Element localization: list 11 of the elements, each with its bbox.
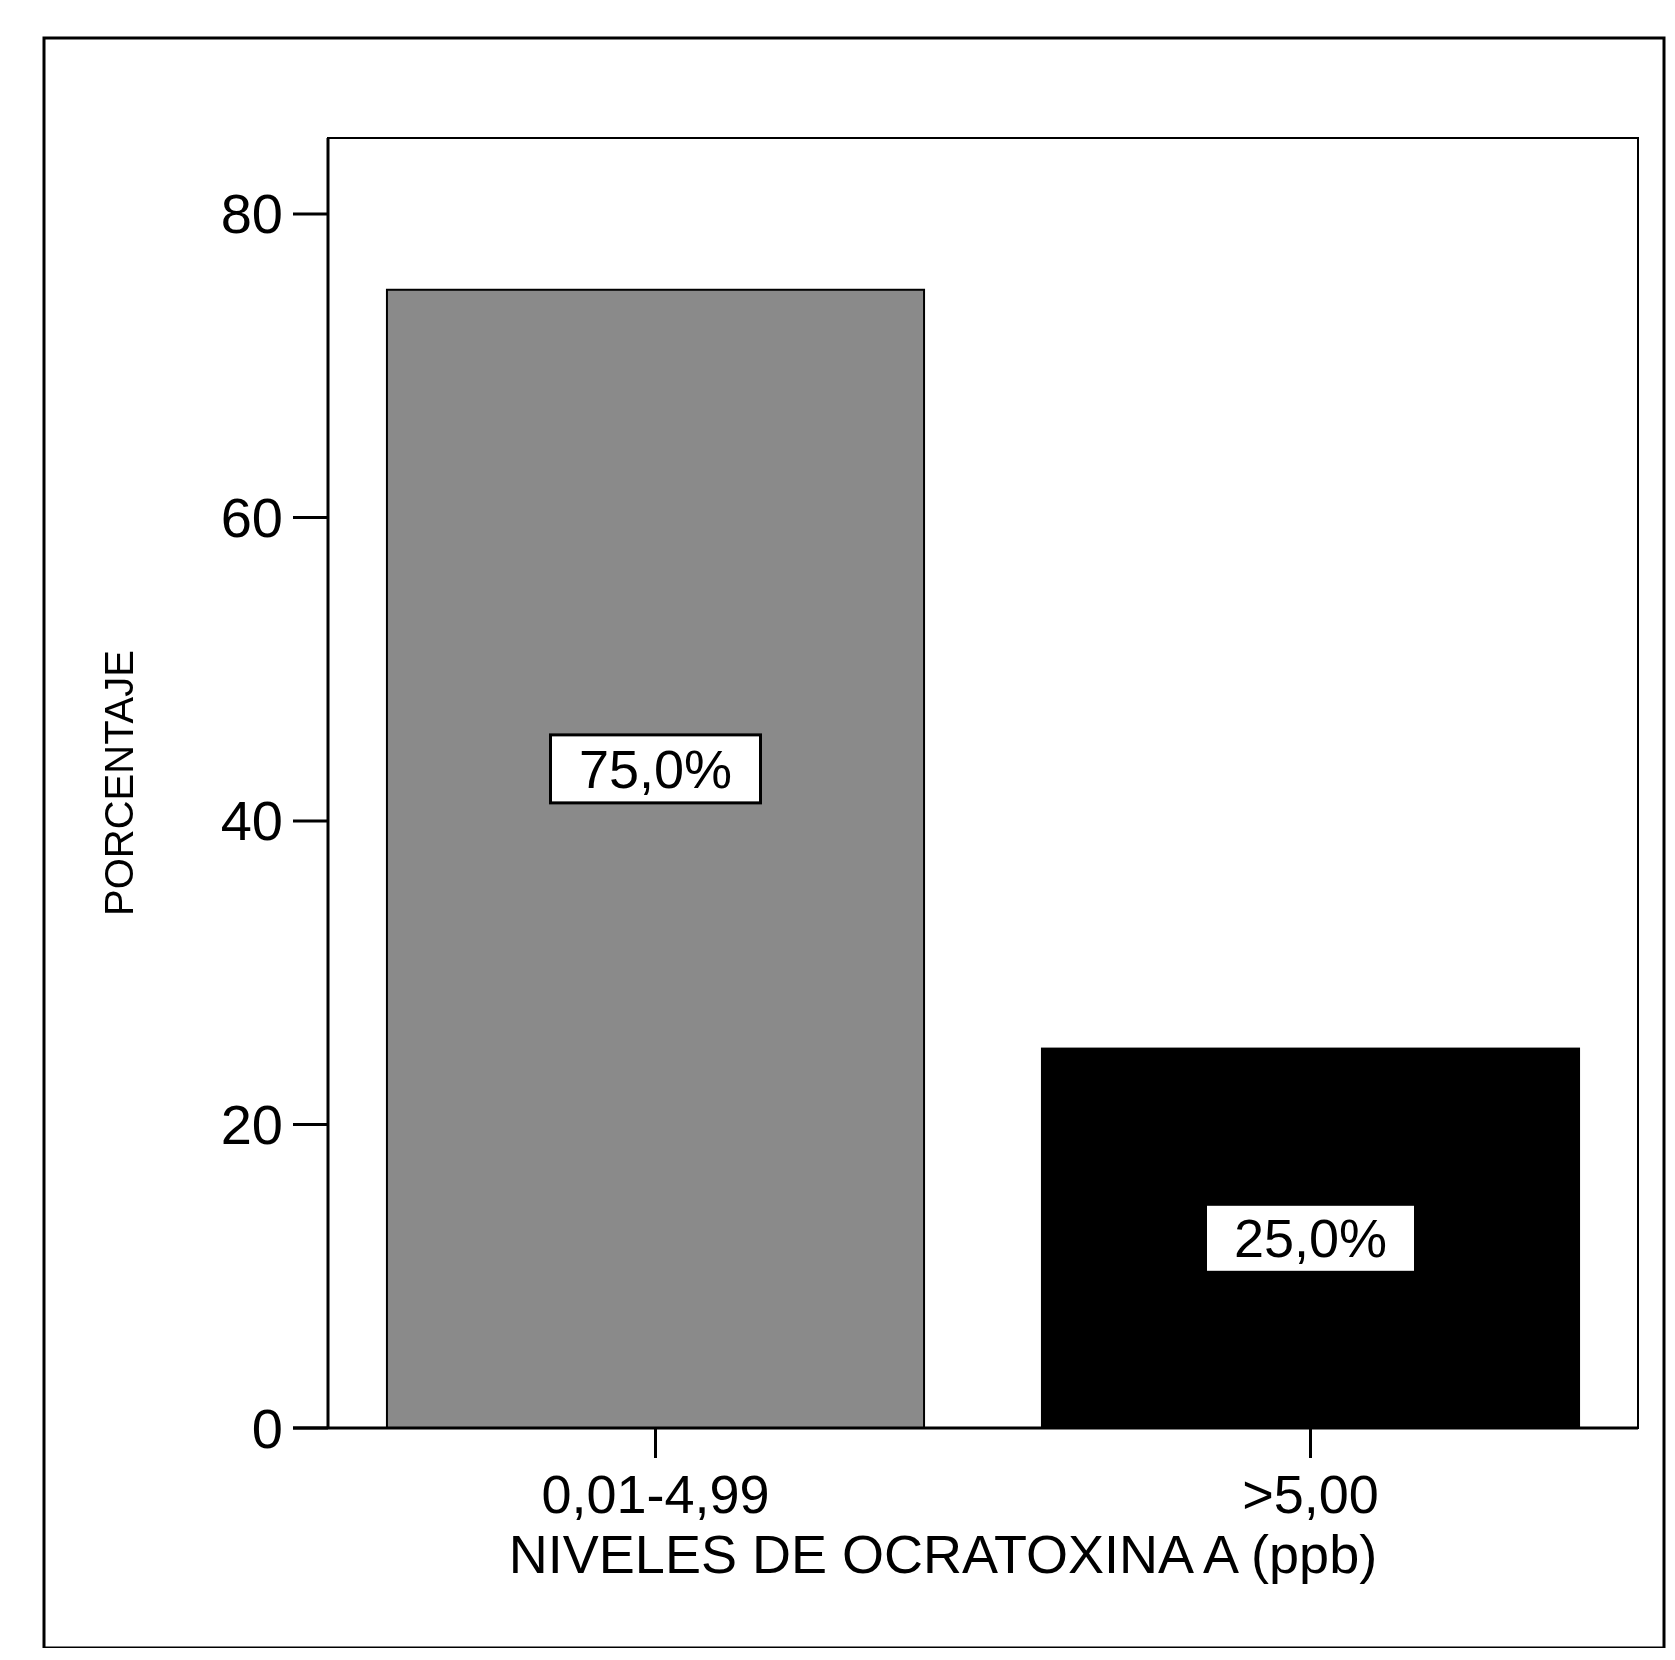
x-tick-label: >5,00 (1242, 1464, 1379, 1524)
y-tick-label: 40 (220, 789, 283, 853)
x-axis-title: NIVELES DE OCRATOXINA A (ppb) (508, 1524, 1378, 1584)
data-label: 25,0% (1233, 1208, 1388, 1269)
y-tick-label: 60 (220, 485, 283, 549)
y-tick-label: 80 (220, 182, 283, 246)
y-axis-title: PORCENTAJE (97, 650, 141, 916)
x-tick-label: 0,01-4,99 (541, 1464, 770, 1524)
y-tick-label: 20 (220, 1092, 283, 1156)
data-label: 75,0% (578, 738, 733, 799)
y-tick-label: 0 (251, 1396, 283, 1460)
